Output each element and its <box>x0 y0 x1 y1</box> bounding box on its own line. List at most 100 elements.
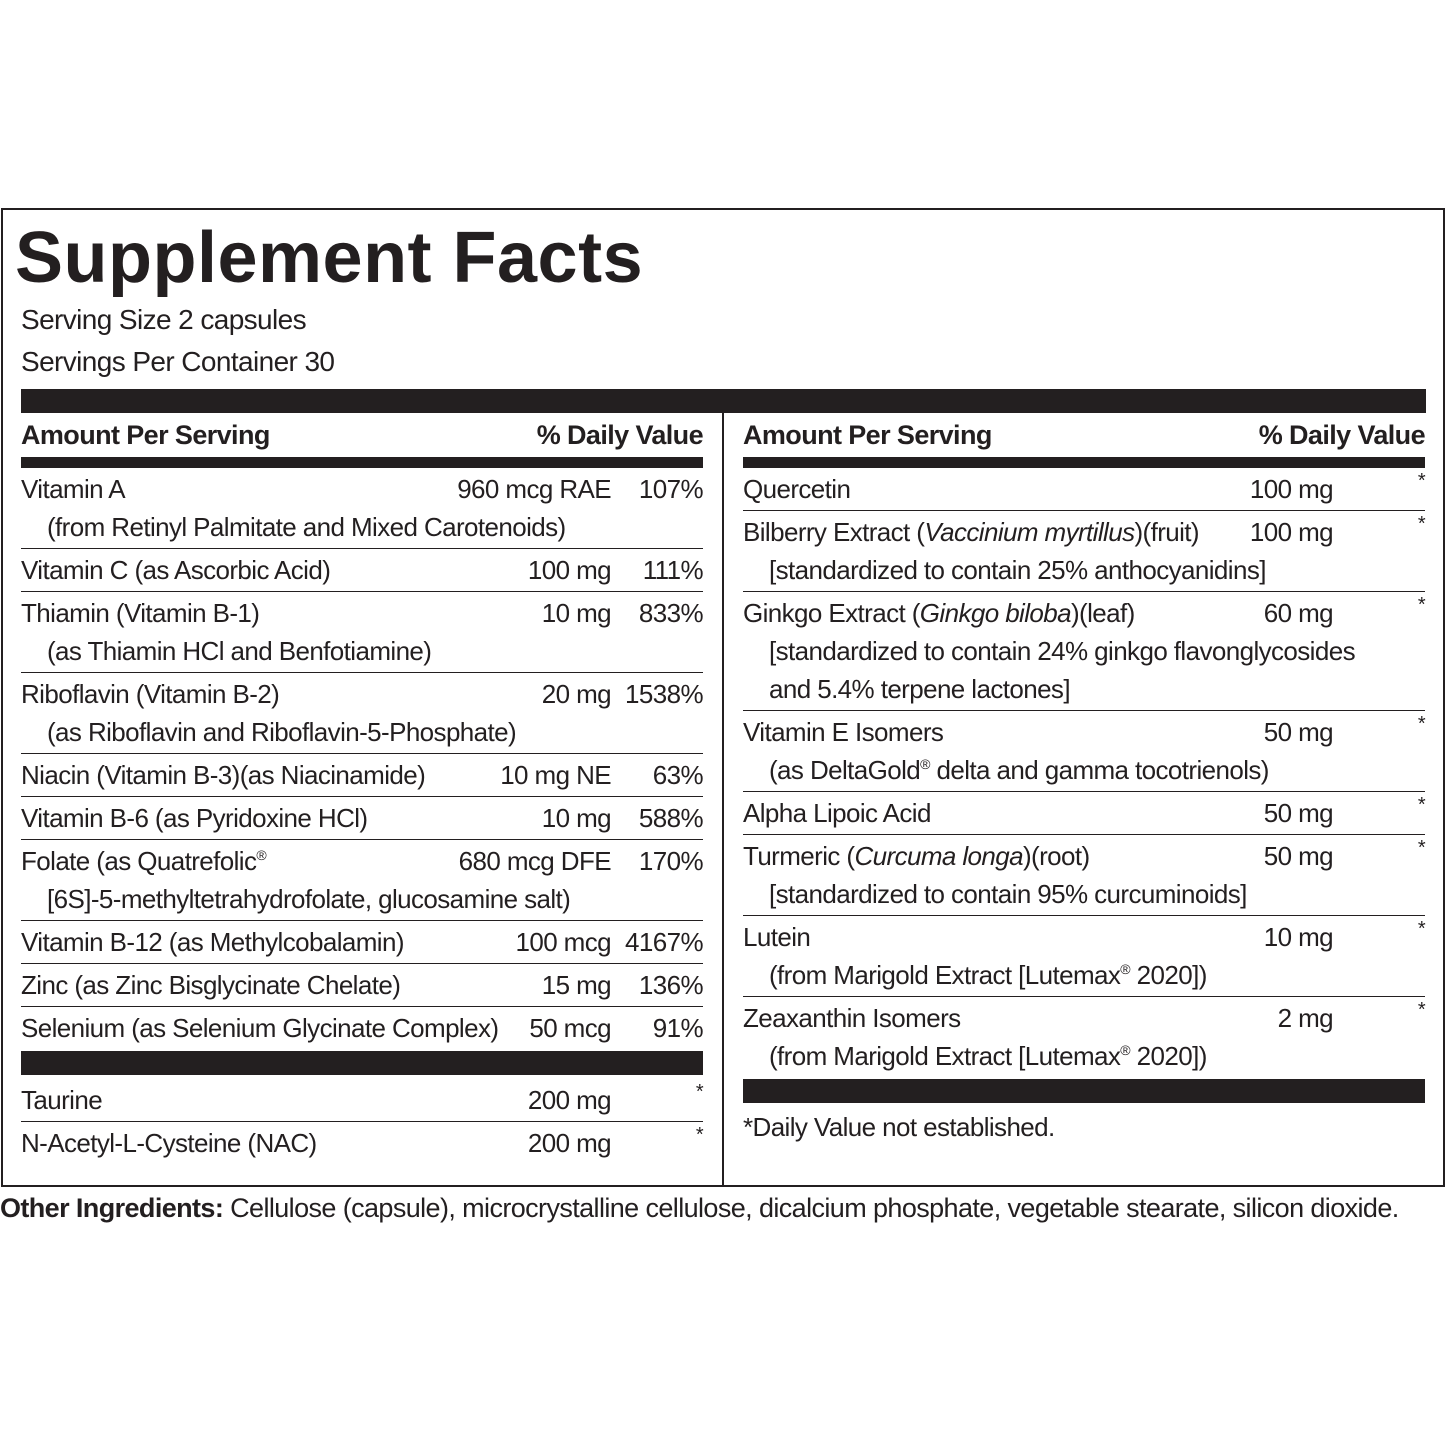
daily-value: 4167% <box>625 927 704 957</box>
servings-per-container: Servings Per Container 30 <box>21 346 335 377</box>
daily-value: * <box>1417 918 1426 940</box>
other-ingredients: Other Ingredients: Cellulose (capsule), … <box>0 1188 1399 1228</box>
daily-value: * <box>1417 513 1426 535</box>
nutrient-name: Niacin (Vitamin B-3)(as Niacinamide) <box>21 760 426 790</box>
nutrient-row: Folate (as Quatrefolic® 680 mcg DFE 170% [6… <box>21 840 704 921</box>
nutrient-amount: 15 mg <box>541 970 612 1000</box>
thick-rule <box>743 1079 1425 1103</box>
nutrient-row: Selenium (as Selenium Glycinate Complex)… <box>21 1007 704 1049</box>
daily-value: 833% <box>638 598 704 628</box>
text-segment: Vaccinium myrtillus <box>924 517 1135 547</box>
nutrient-note: [standardized to contain 95% curcuminoid… <box>769 879 1247 909</box>
nutrient-row: Lutein 10 mg * (from Marigold Extract [Lute… <box>743 916 1426 997</box>
left-column: Amount Per Serving % Daily Value Vitamin… <box>21 413 704 1164</box>
nutrient-row: Quercetin 100 mg * <box>743 468 1426 511</box>
nutrient-row: N-Acetyl-L-Cysteine (NAC) 200 mg * <box>21 1122 704 1164</box>
nutrient-note: [6S]-5-methyltetrahydrofolate, glucosami… <box>47 884 571 914</box>
daily-value: 91% <box>652 1013 704 1043</box>
nutrient-row: Zeaxanthin Isomers 2 mg * (from Marigold Ex… <box>743 997 1426 1077</box>
dv-header: % Daily Value <box>536 420 704 450</box>
text-segment: ® <box>1120 961 1131 977</box>
text-segment: Ginkgo biloba <box>919 598 1072 628</box>
daily-value: * <box>695 1081 704 1103</box>
nutrient-note: (from Marigold Extract [Lutemax® 2020]) <box>743 956 1425 994</box>
thick-rule <box>21 1051 703 1075</box>
column-header: Amount Per Serving % Daily Value <box>21 413 704 468</box>
daily-value: * <box>1417 594 1426 616</box>
text-segment: 2020]) <box>1130 960 1208 990</box>
title: Supplement Facts <box>15 218 644 298</box>
nutrient-row: Bilberry Extract (Vaccinium myrtillus)(f… <box>743 511 1426 592</box>
nutrient-row: Zinc (as Zinc Bisglycinate Chelate) 15 mg… <box>21 964 704 1007</box>
nutrient-name: Turmeric (Curcuma longa)(root) <box>743 837 1252 875</box>
nutrient-row: Ginkgo Extract (Ginkgo biloba)(leaf) 60 m… <box>743 592 1426 711</box>
nutrient-name: Riboflavin (Vitamin B-2) <box>21 679 280 709</box>
text-segment: Bilberry Extract ( <box>743 517 925 547</box>
text-segment: (from Marigold Extract [Lutemax <box>769 960 1121 990</box>
nutrient-note: [standardized to contain 25% anthocyanid… <box>769 555 1266 585</box>
nutrient-name: Vitamin C (as Ascorbic Acid) <box>21 555 331 585</box>
nutrient-amount: 10 mg <box>1263 922 1334 952</box>
nutrient-amount: 50 mg <box>1263 841 1334 871</box>
nutrient-row: Vitamin B-12 (as Methylcobalamin) 100 mcg… <box>21 921 704 964</box>
daily-value: * <box>1417 794 1426 816</box>
text-segment: )(fruit) <box>1134 517 1199 547</box>
nutrient-note: [standardized to contain 24% ginkgo flav… <box>769 636 1356 666</box>
nutrient-amount: 100 mg <box>1249 474 1334 504</box>
text-segment: delta and gamma tocotrienols) <box>929 755 1270 785</box>
nutrient-note: and 5.4% terpene lactones] <box>769 674 1071 704</box>
dv-header: % Daily Value <box>1258 420 1426 450</box>
nutrient-row: Turmeric (Curcuma longa)(root) 50 mg * [sta… <box>743 835 1426 916</box>
nutrient-amount: 50 mg <box>1263 798 1334 828</box>
nutrient-row: Vitamin C (as Ascorbic Acid) 100 mg 111% <box>21 549 704 592</box>
right-column: Amount Per Serving % Daily Value Quercet… <box>743 413 1426 1147</box>
nutrient-amount: 100 mg <box>527 555 612 585</box>
nutrient-row: Vitamin B-6 (as Pyridoxine HCl) 10 mg 588% <box>21 797 704 840</box>
nutrient-name: Quercetin <box>743 474 851 504</box>
daily-value: 588% <box>638 803 704 833</box>
other-ingredients-label: Other Ingredients: <box>0 1193 224 1223</box>
daily-value: 1538% <box>625 679 704 709</box>
nutrient-amount: 10 mg <box>541 598 612 628</box>
text-segment: ® <box>256 847 267 863</box>
column-divider <box>722 413 724 1185</box>
nutrient-row: Vitamin A 960 mcg RAE 107% (from Retinyl Pa… <box>21 468 704 549</box>
nutrient-note: (from Retinyl Palmitate and Mixed Carote… <box>47 512 566 542</box>
daily-value: 63% <box>652 760 704 790</box>
nutrient-amount: 60 mg <box>1263 598 1334 628</box>
nutrient-name: N-Acetyl-L-Cysteine (NAC) <box>21 1128 317 1158</box>
nutrient-amount: 200 mg <box>527 1128 612 1158</box>
serving-size: Serving Size 2 capsules <box>21 304 307 335</box>
nutrient-note: (as DeltaGold® delta and gamma tocotrien… <box>743 751 1425 789</box>
nutrient-name: Lutein <box>743 922 811 952</box>
text-segment: ® <box>1120 1042 1131 1058</box>
nutrient-amount: 100 mg <box>1249 517 1334 547</box>
daily-value: * <box>1417 999 1426 1021</box>
text-segment: (as DeltaGold <box>769 755 921 785</box>
nutrient-name: Ginkgo Extract (Ginkgo biloba)(leaf) <box>743 594 1252 632</box>
text-segment: Folate (as Quatrefolic <box>21 846 257 876</box>
nutrient-amount: 680 mcg DFE <box>458 846 612 876</box>
footnote: *Daily Value not established. <box>743 1112 1055 1142</box>
text-segment: (from Marigold Extract [Lutemax <box>769 1041 1121 1071</box>
nutrient-amount: 10 mg <box>541 803 612 833</box>
nutrient-note: (as Thiamin HCl and Benfotiamine) <box>47 636 432 666</box>
nutrient-name: Vitamin B-12 (as Methylcobalamin) <box>21 927 404 957</box>
nutrient-row: Alpha Lipoic Acid 50 mg * <box>743 792 1426 835</box>
daily-value: * <box>1417 837 1426 859</box>
nutrient-name: Folate (as Quatrefolic® <box>21 842 447 880</box>
text-segment: )(root) <box>1023 841 1090 871</box>
daily-value: * <box>1417 470 1426 492</box>
nutrient-amount: 100 mcg <box>515 927 611 957</box>
nutrient-name: Zinc (as Zinc Bisglycinate Chelate) <box>21 970 401 1000</box>
nutrient-amount: 20 mg <box>541 679 612 709</box>
text-segment: ® <box>920 756 930 772</box>
daily-value: 170% <box>638 846 704 876</box>
nutrient-amount: 50 mg <box>1263 717 1334 747</box>
nutrient-note: (from Marigold Extract [Lutemax® 2020]) <box>743 1037 1425 1075</box>
daily-value: 111% <box>642 555 704 585</box>
amount-header: Amount Per Serving <box>21 420 270 450</box>
nutrient-name: Bilberry Extract (Vaccinium myrtillus)(f… <box>743 513 1238 551</box>
nutrient-amount: 960 mcg RAE <box>457 474 611 504</box>
